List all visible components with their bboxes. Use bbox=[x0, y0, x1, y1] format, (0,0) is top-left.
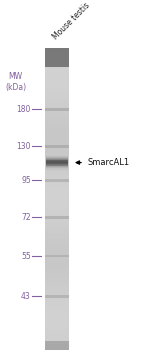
Text: 180: 180 bbox=[16, 105, 31, 114]
Text: 130: 130 bbox=[16, 142, 31, 151]
Text: MW
(kDa): MW (kDa) bbox=[5, 72, 26, 92]
Text: 72: 72 bbox=[21, 213, 31, 222]
Text: 43: 43 bbox=[21, 292, 31, 301]
Text: SmarcAL1: SmarcAL1 bbox=[87, 158, 129, 167]
Text: 95: 95 bbox=[21, 176, 31, 185]
Text: 55: 55 bbox=[21, 252, 31, 261]
Text: Mouse testis: Mouse testis bbox=[51, 1, 92, 42]
